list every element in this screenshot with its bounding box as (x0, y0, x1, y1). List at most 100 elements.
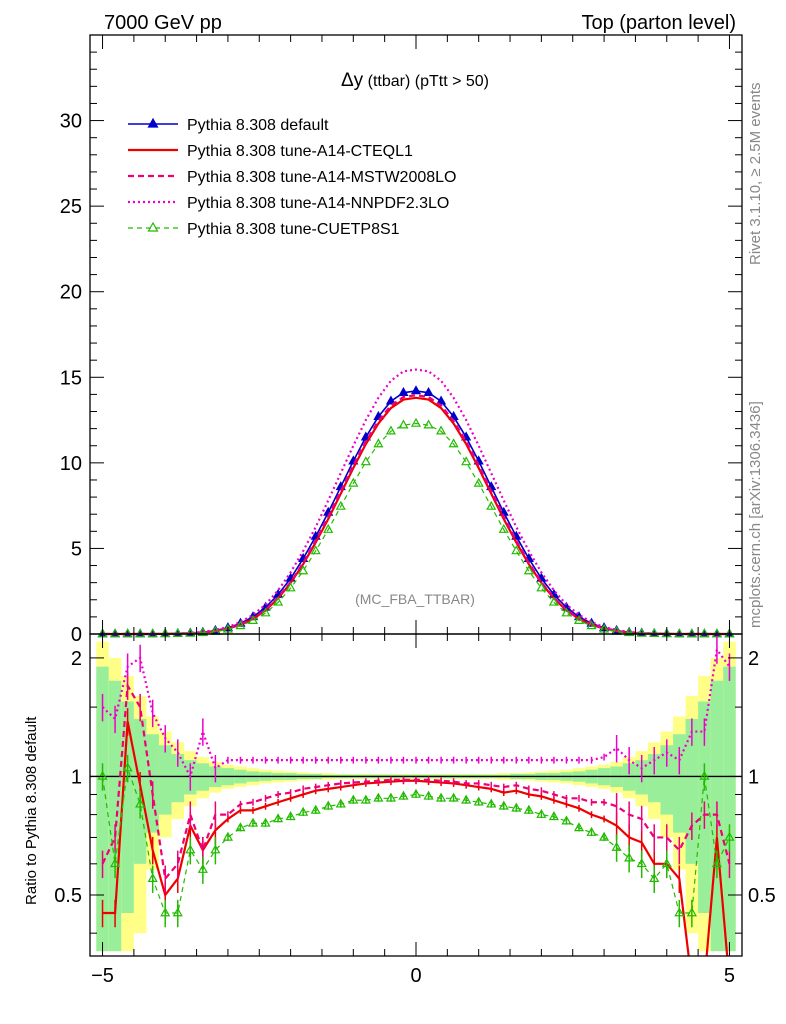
header-right: Top (parton level) (581, 12, 736, 34)
data-point-marker (536, 582, 547, 592)
data-point-marker (172, 627, 183, 637)
ratio-point-marker (624, 852, 635, 862)
legend-entry-pythia-8-308-tune-a14-cteql1: Pythia 8.308 tune-A14-CTEQL1 (128, 143, 413, 160)
x-tick-label: −5 (91, 965, 114, 987)
data-point-marker (511, 545, 522, 555)
ratio-point-marker (599, 831, 610, 841)
legend-marker (147, 221, 159, 232)
y-tick-label: 25 (60, 196, 82, 218)
data-point-marker (486, 500, 497, 510)
legend-label: Pythia 8.308 default (187, 117, 329, 134)
data-point-marker (636, 627, 647, 637)
uncertainty-band-green (158, 745, 172, 815)
data-point-marker (448, 438, 459, 448)
uncertainty-band-green (96, 666, 109, 952)
legend-entry-pythia-8-308-default: Pythia 8.308 default (128, 117, 329, 134)
ratio-point-marker (135, 798, 146, 808)
plot-title-symbol: Δy (341, 70, 364, 91)
ratio-point-marker (699, 770, 710, 780)
data-point-marker (298, 565, 309, 575)
ratio-point-marker (197, 863, 208, 873)
ratio-point-marker (448, 792, 459, 802)
ratio-point-marker (636, 858, 647, 868)
ratio-y-tick-label-left: 2 (71, 648, 82, 670)
ratio-point-marker (348, 794, 359, 804)
ratio-point-marker (310, 804, 321, 814)
data-point-marker (247, 614, 259, 624)
y-tick-label: 20 (60, 282, 82, 304)
data-point-marker (273, 596, 284, 606)
x-tick-label: 0 (410, 965, 421, 987)
legend-entry-pythia-8-308-tune-cuetp8s1: Pythia 8.308 tune-CUETP8S1 (128, 221, 400, 238)
ratio-point-marker (373, 792, 384, 802)
data-point-marker (285, 582, 296, 592)
ratio-point-marker (586, 826, 597, 836)
uncertainty-band-green (108, 680, 122, 952)
ratio-point-marker (473, 796, 484, 806)
data-point-marker (423, 419, 434, 429)
data-point-marker (586, 620, 597, 630)
data-point-marker (436, 395, 447, 405)
uncertainty-band-green (647, 754, 661, 803)
ratio-point-marker (247, 817, 259, 827)
series-pythia-8-308-tune-cuetp8s1 (97, 417, 735, 638)
rivet-version-label: Rivet 3.1.10, ≥ 2.5M events (747, 83, 764, 266)
legend: Pythia 8.308 default Pythia 8.308 tune-A1… (128, 117, 456, 238)
series-pythia-8-308-tune-a14-mstw2008lo (102, 394, 730, 636)
data-point-marker (461, 456, 472, 466)
uncertainty-band-green (171, 754, 185, 803)
ratio-point-marker (222, 831, 233, 841)
ratio-point-marker (398, 790, 409, 800)
series-line (102, 394, 730, 636)
ratio-point-marker (423, 790, 434, 800)
ratio-y-tick-label-right: 0.5 (748, 885, 776, 907)
data-point-marker (686, 628, 697, 638)
legend-marker (147, 117, 159, 128)
data-point-marker (323, 523, 334, 533)
ratio-point-marker (110, 858, 121, 868)
ratio-point-marker (335, 798, 346, 808)
legend-label: Pythia 8.308 tune-A14-CTEQL1 (187, 143, 413, 160)
uncertainty-band-green (660, 745, 674, 815)
ratio-y-tick-label-left: 0.5 (54, 885, 82, 907)
x-tick-label: 5 (724, 965, 735, 987)
ratio-series-pythia-8-308-tune-a14-nnpdf2-3lo (101, 636, 731, 791)
legend-label: Pythia 8.308 tune-A14-MSTW2008LO (187, 169, 456, 186)
data-point-marker (561, 607, 572, 617)
ratio-point-marker (711, 858, 722, 868)
data-point-marker (310, 545, 321, 555)
y-tick-label: 30 (60, 111, 82, 133)
data-point-marker (260, 607, 271, 617)
data-point-marker (473, 477, 484, 487)
data-point-marker (385, 395, 396, 405)
series-pythia-8-308-tune-a14-nnpdf2-3lo (102, 368, 730, 636)
legend-entry-pythia-8-308-tune-a14-nnpdf2-3lo: Pythia 8.308 tune-A14-NNPDF2.3LO (128, 195, 449, 212)
ratio-point-marker (461, 794, 472, 804)
y-tick-label: 15 (60, 367, 82, 389)
ratio-point-marker (360, 794, 371, 804)
ratio-point-marker (661, 858, 672, 868)
data-point-marker (185, 627, 196, 637)
ratio-plot-area (90, 636, 742, 956)
ratio-point-marker (385, 792, 396, 802)
series-line (102, 368, 730, 636)
ratio-point-marker (498, 800, 509, 810)
data-point-marker (385, 425, 396, 435)
ratio-point-marker (285, 811, 296, 821)
ratio-point-marker (536, 808, 547, 818)
ratio-point-marker (210, 844, 221, 854)
ratio-point-marker (486, 798, 497, 808)
data-point-marker (122, 628, 133, 638)
data-point-marker (373, 438, 384, 448)
ratio-point-marker (185, 844, 196, 854)
ratio-y-tick-label-left: 1 (71, 766, 82, 788)
data-point-marker (436, 425, 447, 435)
data-point-marker (624, 627, 635, 637)
ratio-y-axis-label: Ratio to Pythia 8.308 default (23, 716, 40, 905)
ratio-point-marker (235, 822, 246, 832)
ratio-point-marker (298, 806, 309, 816)
data-point-marker (410, 385, 422, 395)
ratio-point-marker (561, 815, 572, 825)
y-tick-label: 10 (60, 453, 82, 475)
ratio-y-tick-label-right: 2 (748, 648, 759, 670)
